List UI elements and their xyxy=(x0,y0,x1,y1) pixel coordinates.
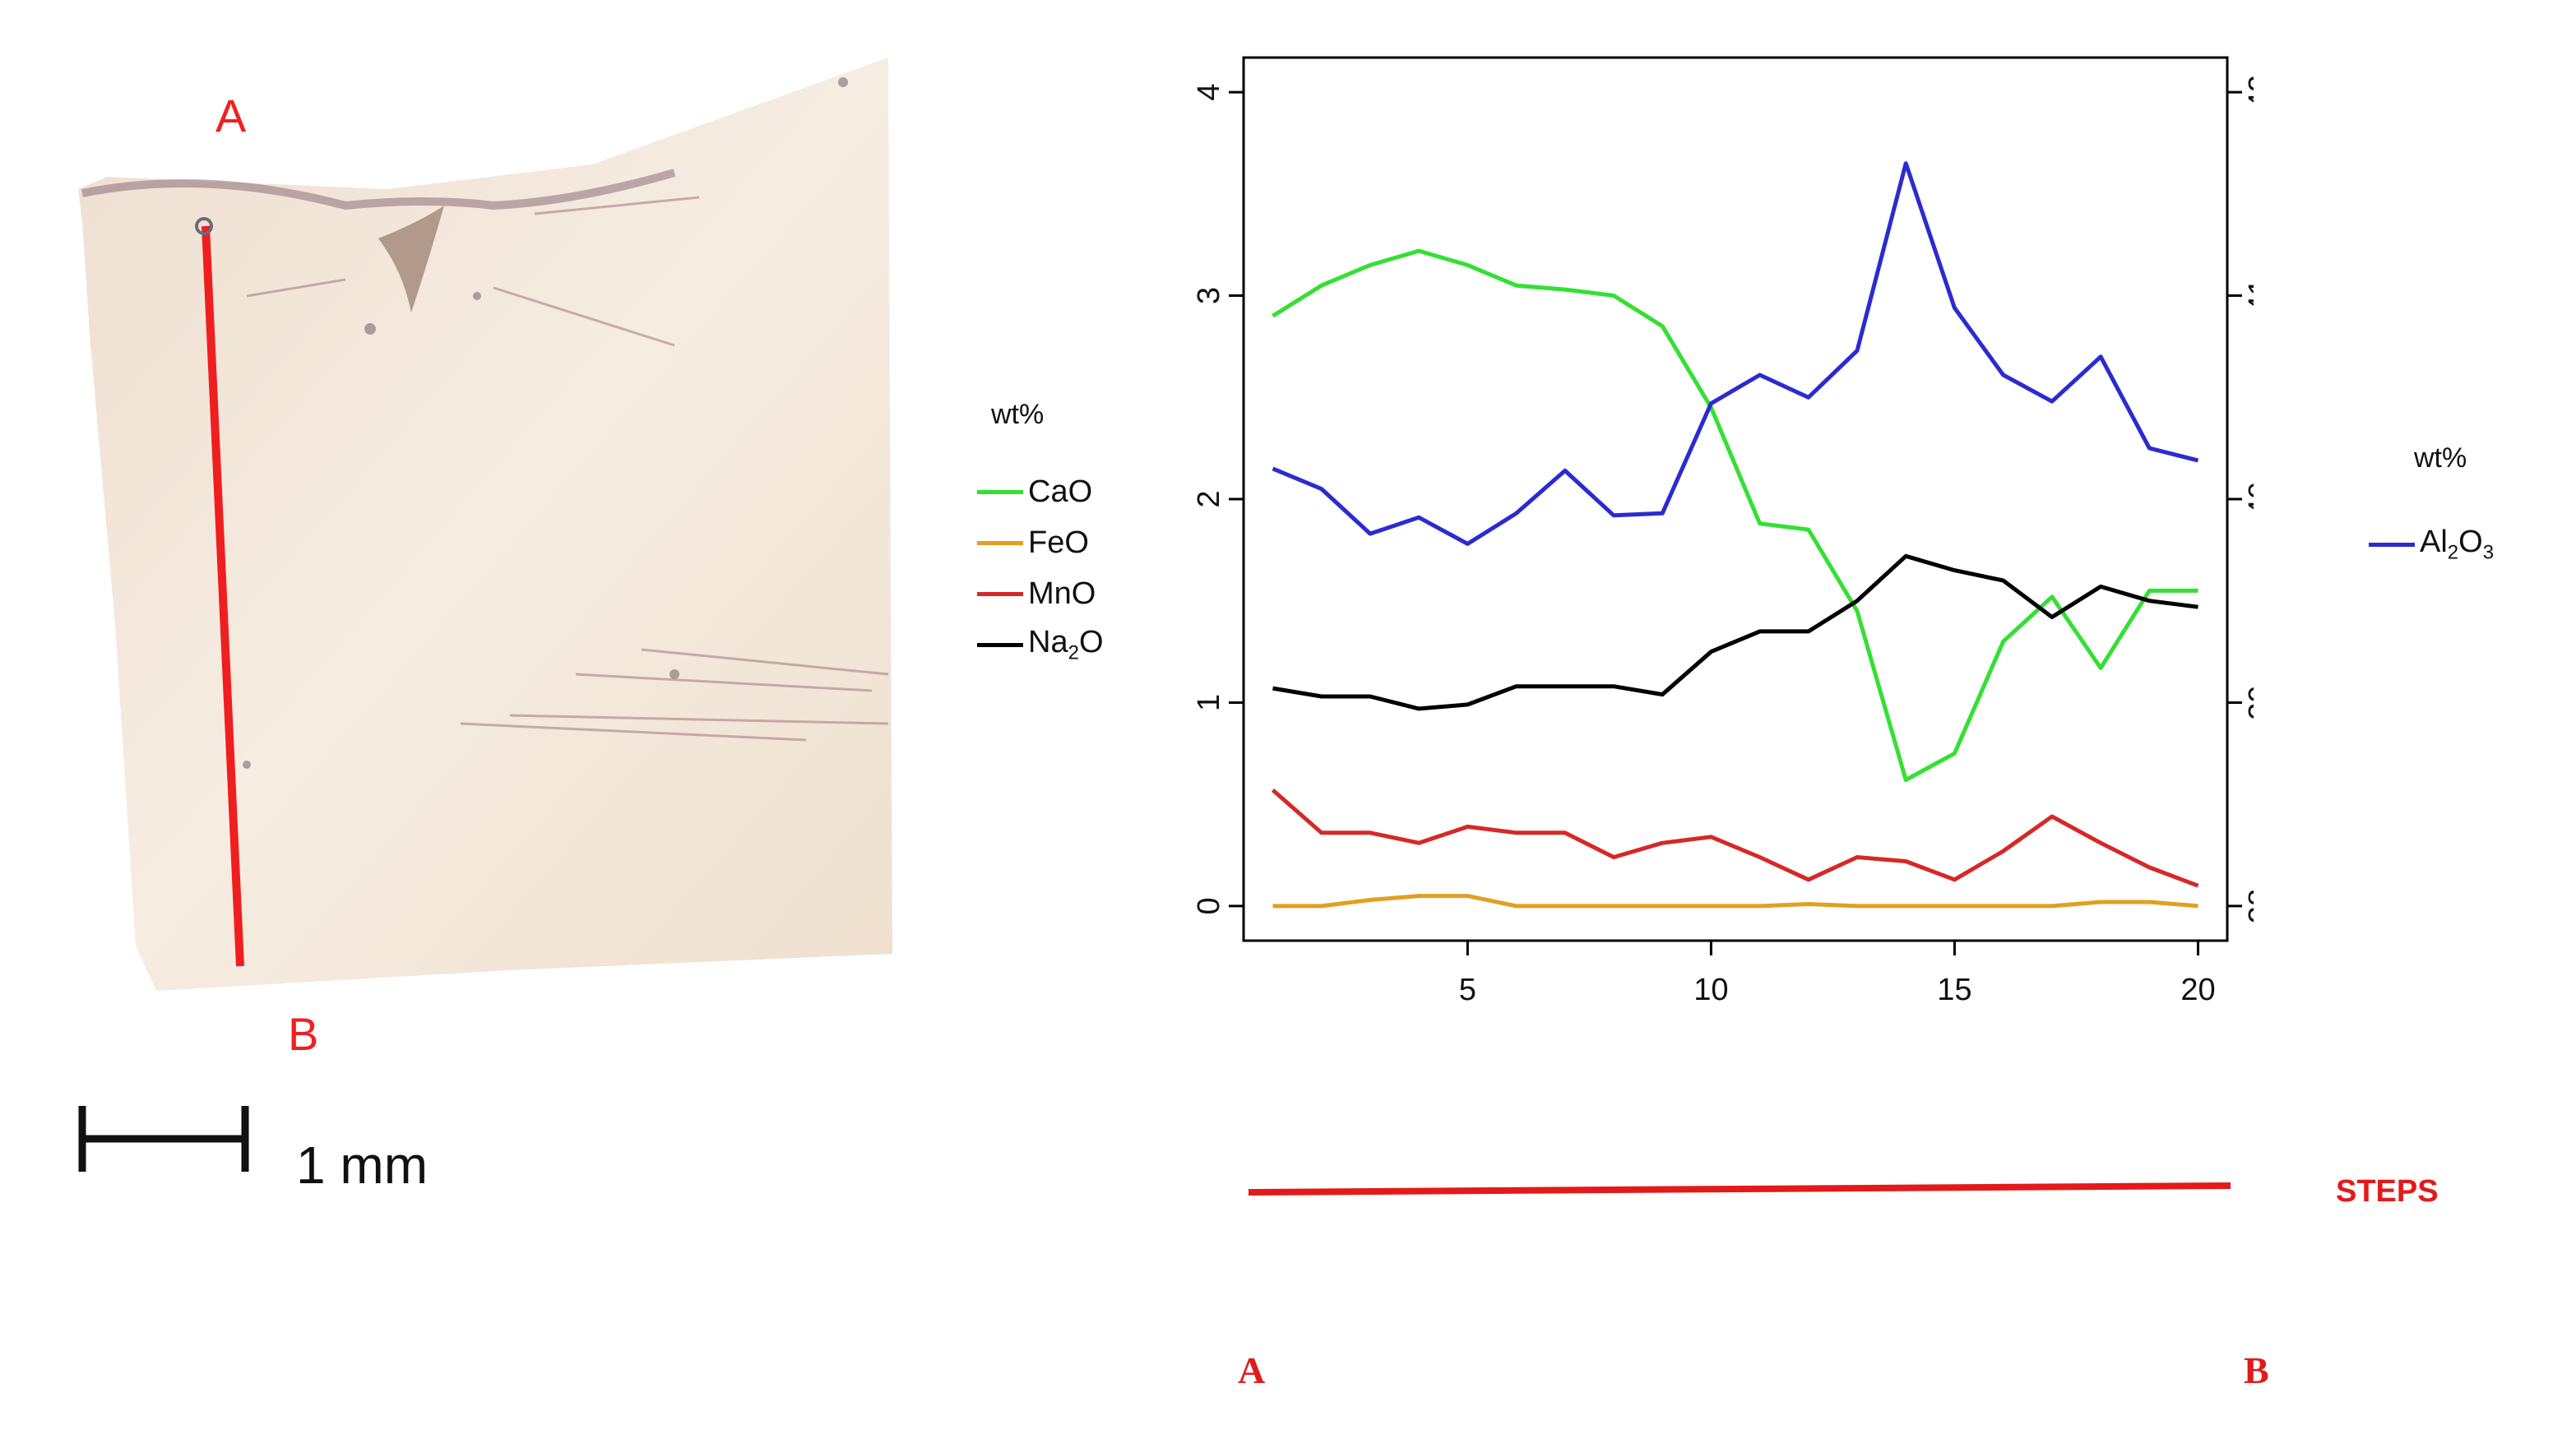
legend-left-title: wt% xyxy=(991,399,1045,430)
y-left-tick-label: 0 xyxy=(1192,897,1226,914)
steps-label: STEPS xyxy=(2336,1174,2439,1209)
legend-label: CaO xyxy=(1028,474,1093,509)
legend-item-mno: MnO xyxy=(977,576,1096,612)
scale-bar-graphic xyxy=(78,1106,249,1172)
x-tick-label: 5 xyxy=(1459,973,1476,1007)
photo-label-b: B xyxy=(288,1008,319,1060)
x-tick-label: 10 xyxy=(1693,973,1728,1007)
inclusion-notch xyxy=(378,206,444,312)
legend-item-cao: CaO xyxy=(977,474,1092,510)
legend-item-feo: FeO xyxy=(977,525,1089,561)
y-left-tick-label: 3 xyxy=(1192,287,1226,304)
y-right-tick-label: 41 xyxy=(2243,278,2254,312)
legend-item-al2o3: Al2O3 xyxy=(2369,524,2495,564)
chart: 0 1 2 3 4 38 39 40 41 42 5 10 15 20 xyxy=(1192,56,2254,1007)
legend-swatch xyxy=(977,591,1023,596)
axis-right: 38 39 40 41 42 xyxy=(2227,75,2254,923)
scale-bar-label: 1 mm xyxy=(296,1136,428,1195)
series-line-mno xyxy=(1271,789,2199,888)
crystal-rim xyxy=(81,169,676,210)
profile-start-point xyxy=(195,217,213,235)
series-line-feo xyxy=(1272,894,2198,909)
legend-item-na2o: Na2O xyxy=(977,624,1104,664)
legend-swatch xyxy=(977,540,1023,545)
series-line-al2o3 xyxy=(1272,161,2199,546)
series-line-cao xyxy=(1272,248,2198,782)
bubble-inclusions xyxy=(243,77,848,769)
path-end-label: B xyxy=(2244,1349,2269,1391)
x-tick-label: 15 xyxy=(1937,973,1971,1007)
axis-left: 0 1 2 3 4 xyxy=(1192,83,1244,915)
y-right-tick-label: 38 xyxy=(2243,889,2254,923)
y-left-tick-label: 2 xyxy=(1192,490,1226,507)
needle-inclusions xyxy=(246,196,889,742)
photo-label-a: A xyxy=(215,90,247,141)
legend-label: FeO xyxy=(1028,525,1089,560)
crystal-body xyxy=(78,58,892,991)
legend-label: Al2O3 xyxy=(2420,524,2495,564)
plot-frame xyxy=(1242,56,2229,942)
y-right-tick-label: 40 xyxy=(2243,482,2254,516)
legend-label: MnO xyxy=(1028,576,1096,611)
legend-label: Na2O xyxy=(1028,624,1104,664)
legend-swatch xyxy=(977,642,1023,647)
legend-swatch xyxy=(977,489,1023,494)
y-right-tick-label: 39 xyxy=(2243,685,2254,719)
y-left-tick-label: 4 xyxy=(1192,83,1226,100)
series-layer xyxy=(1271,161,2199,909)
y-left-tick-label: 1 xyxy=(1192,694,1226,711)
steps-line xyxy=(1248,1182,2231,1196)
profile-line-a-b xyxy=(202,225,244,967)
axis-bottom: 5 10 15 20 xyxy=(1459,941,2216,1007)
legend-swatch xyxy=(2369,542,2415,547)
legend-right-title: wt% xyxy=(2414,442,2467,474)
sample-photo xyxy=(78,58,892,991)
y-right-tick-label: 42 xyxy=(2243,75,2254,109)
series-line-na2o xyxy=(1272,553,2198,711)
x-tick-label: 20 xyxy=(2180,973,2215,1007)
path-start-label: A xyxy=(1238,1349,1266,1391)
